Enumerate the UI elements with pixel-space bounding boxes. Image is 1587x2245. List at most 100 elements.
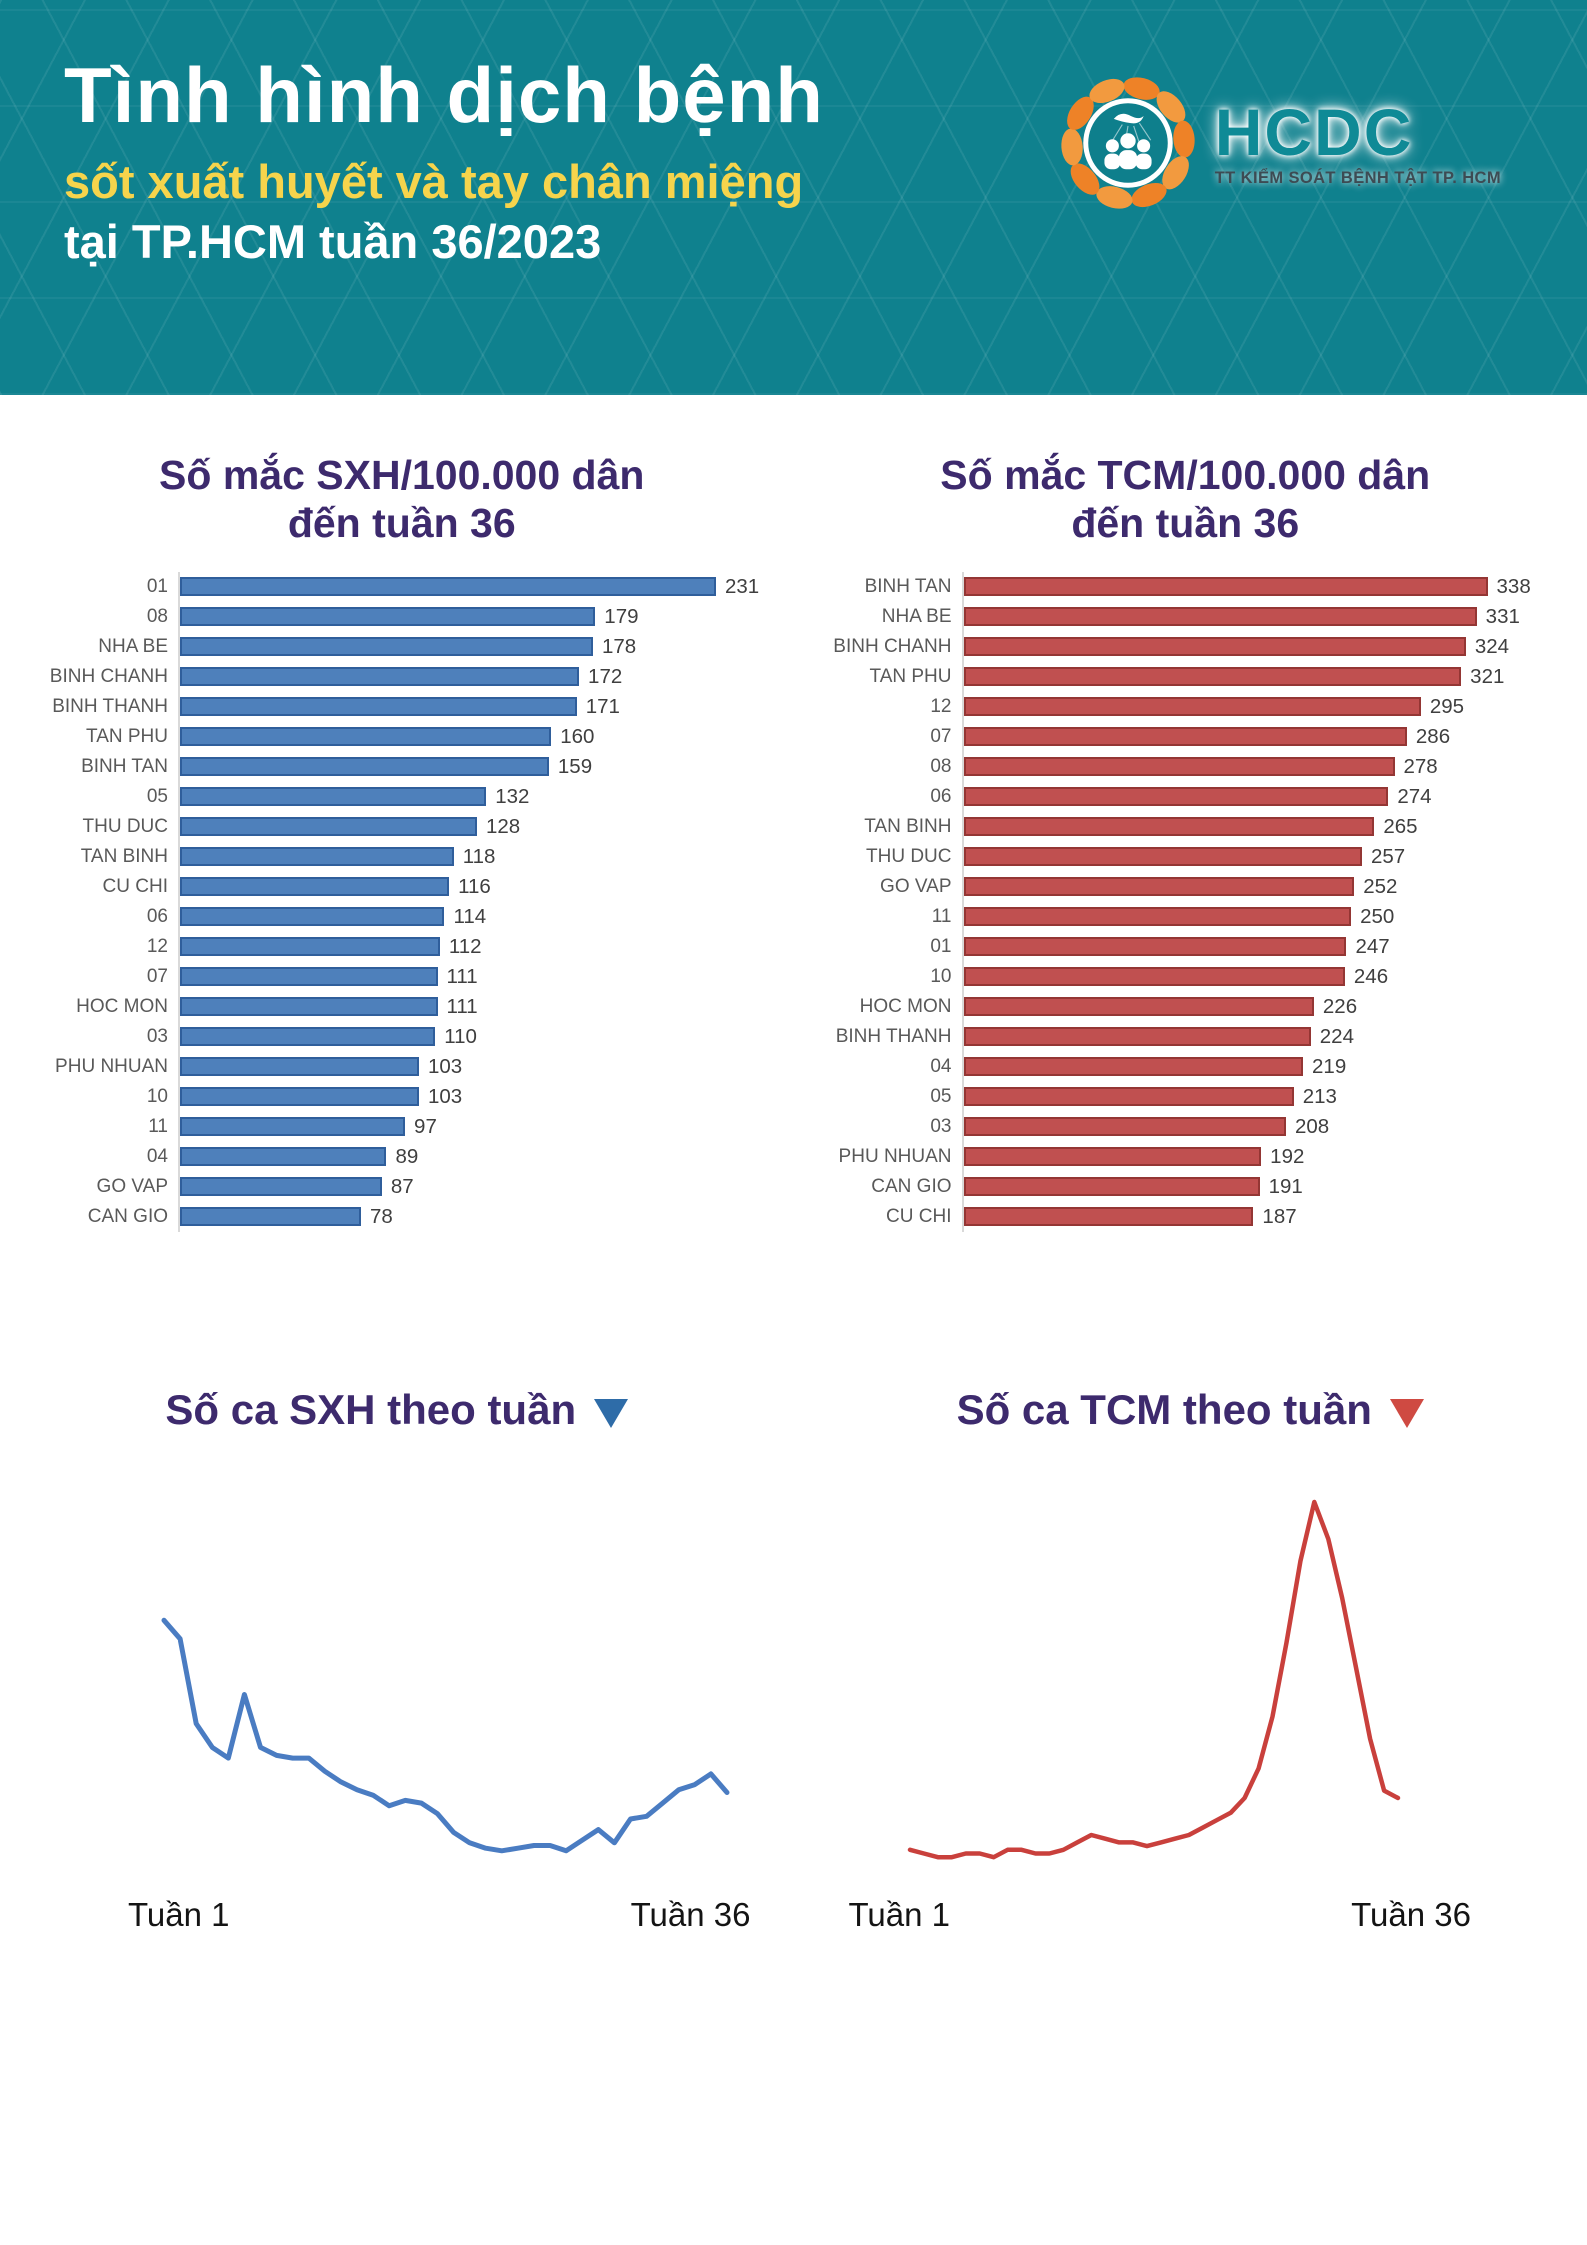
bar bbox=[963, 1087, 1294, 1107]
bar-track: 224 bbox=[961, 1021, 1560, 1052]
bar-track: 97 bbox=[178, 1111, 776, 1142]
bar-track: 111 bbox=[178, 961, 776, 992]
bar-value-label: 295 bbox=[1429, 694, 1465, 718]
bar-category-label: THU DUC bbox=[82, 815, 169, 837]
bar bbox=[963, 607, 1477, 627]
bar-row: 11 97 bbox=[28, 1111, 776, 1142]
bar-category-label: 06 bbox=[930, 785, 952, 807]
bar-category-label: 10 bbox=[146, 1085, 168, 1107]
bar-category-label: BINH CHANH bbox=[833, 635, 952, 657]
bar-category-label: BINH TAN bbox=[81, 755, 168, 777]
bar-category-label: CAN GIO bbox=[87, 1205, 168, 1227]
sxh-weekly-title-box: Số ca SXH theo tuần bbox=[0, 1378, 794, 1442]
bar-row: 08 278 bbox=[812, 751, 1560, 782]
bar-track: 324 bbox=[961, 631, 1560, 662]
bar-track: 178 bbox=[178, 631, 776, 662]
bar bbox=[963, 997, 1314, 1017]
bar-value-label: 252 bbox=[1363, 874, 1398, 898]
bar-row: THU DUC 257 bbox=[812, 841, 1560, 872]
bar-track: 265 bbox=[961, 811, 1560, 842]
bar-value-label: 118 bbox=[462, 844, 496, 868]
bar-row: TAN PHU 160 bbox=[28, 721, 776, 752]
bar-value-label: 89 bbox=[395, 1144, 419, 1168]
hcdc-logo-tagline: TT KIỂM SOÁT BỆNH TẬT TP. HCM bbox=[1214, 168, 1501, 187]
bar bbox=[180, 697, 577, 717]
bar bbox=[963, 697, 1421, 717]
page-subtitle-diseases: sốt xuất huyết và tay chân miệng bbox=[64, 155, 804, 208]
bar-row: TAN PHU 321 bbox=[812, 661, 1560, 692]
bar-category-label: 01 bbox=[146, 575, 168, 597]
bar-value-label: 226 bbox=[1322, 994, 1358, 1018]
bar bbox=[180, 607, 596, 627]
geometric-pattern-overlay bbox=[0, 0, 1587, 395]
bar-row: CAN GIO 78 bbox=[28, 1201, 776, 1232]
bar-row: 12 295 bbox=[812, 691, 1560, 722]
bar-track: 103 bbox=[178, 1051, 776, 1082]
bar-value-label: 250 bbox=[1360, 904, 1395, 928]
tcm-week-axis-labels: Tuần 1 Tuần 36 bbox=[779, 1896, 1587, 1934]
bar-track: 250 bbox=[961, 901, 1560, 932]
bar-row: CU CHI 116 bbox=[28, 871, 776, 902]
bar-row: 10 103 bbox=[28, 1081, 776, 1112]
bar-value-label: 265 bbox=[1383, 814, 1418, 838]
hcdc-logo: HCDC TT KIỂM SOÁT BỆNH TẬT TP. HCM bbox=[1057, 72, 1501, 214]
bar-value-label: 247 bbox=[1355, 934, 1390, 958]
bar bbox=[963, 787, 1389, 807]
bar-track: 219 bbox=[961, 1051, 1560, 1082]
bar-value-label: 87 bbox=[390, 1174, 414, 1198]
bar-value-label: 192 bbox=[1270, 1144, 1305, 1168]
bar-row: BINH TAN 159 bbox=[28, 751, 776, 782]
bar-row: BINH CHANH 172 bbox=[28, 661, 776, 692]
bar-track: 274 bbox=[961, 781, 1560, 812]
bar-value-label: 111 bbox=[446, 994, 478, 1018]
bar-track: 231 bbox=[178, 571, 776, 602]
bar-track: 338 bbox=[961, 571, 1560, 602]
bar-value-label: 128 bbox=[485, 814, 521, 838]
bar-category-label: 04 bbox=[146, 1145, 168, 1167]
bar bbox=[180, 907, 445, 927]
bar-category-label: GO VAP bbox=[96, 1175, 168, 1197]
bar-row: TAN BINH 265 bbox=[812, 811, 1560, 842]
bar bbox=[180, 967, 438, 987]
bar bbox=[180, 847, 454, 867]
tcm-weekly-line-chart bbox=[794, 1442, 1587, 1882]
bar-row: CU CHI 187 bbox=[812, 1201, 1560, 1232]
bar-row: 01 231 bbox=[28, 571, 776, 602]
bar bbox=[963, 637, 1466, 657]
bar-row: 12 112 bbox=[28, 931, 776, 962]
bar-category-label: 05 bbox=[930, 1085, 952, 1107]
page-title: Tình hình dịch bệnh bbox=[64, 51, 824, 139]
hcdc-logo-name: HCDC bbox=[1214, 94, 1414, 169]
bar-category-label: TAN BINH bbox=[80, 845, 168, 867]
bar bbox=[180, 997, 438, 1017]
bar-track: 172 bbox=[178, 661, 776, 692]
bar bbox=[963, 1027, 1311, 1047]
bar-track: 112 bbox=[178, 931, 776, 962]
tcm-bars-area: BINH TAN 338 NHA BE 331 BINH CHANH 324 TAN PHU… bbox=[812, 571, 1560, 1232]
bar-track: 114 bbox=[178, 901, 776, 932]
page-subtitle-location-week: tại TP.HCM tuần 36/2023 bbox=[64, 214, 602, 268]
bar-category-label: HOC MON bbox=[859, 995, 952, 1017]
tcm-bar-chart-title-line2: đến tuần 36 bbox=[1071, 500, 1300, 547]
bar bbox=[963, 667, 1462, 687]
bar-row: CAN GIO 191 bbox=[812, 1171, 1560, 1202]
bar bbox=[180, 577, 716, 597]
bar-category-label: BINH CHANH bbox=[49, 665, 168, 687]
bar bbox=[963, 1207, 1254, 1227]
bar-category-label: 12 bbox=[930, 695, 952, 717]
bar bbox=[963, 1057, 1304, 1077]
bar-row: 11 250 bbox=[812, 901, 1560, 932]
bar-track: 78 bbox=[178, 1201, 776, 1232]
bar bbox=[180, 937, 440, 957]
blue-down-triangle-icon bbox=[594, 1399, 629, 1429]
bar-track: 246 bbox=[961, 961, 1560, 992]
bar-value-label: 324 bbox=[1474, 634, 1510, 658]
tcm-weekly-title-box: Số ca TCM theo tuần bbox=[794, 1378, 1587, 1442]
bar-value-label: 159 bbox=[557, 754, 593, 778]
bar-category-label: 11 bbox=[148, 1115, 168, 1137]
bar-value-label: 103 bbox=[427, 1084, 463, 1108]
bar-value-label: 172 bbox=[588, 664, 623, 688]
bar-value-label: 171 bbox=[585, 694, 620, 718]
bar-value-label: 187 bbox=[1262, 1204, 1297, 1228]
bar bbox=[180, 727, 552, 747]
